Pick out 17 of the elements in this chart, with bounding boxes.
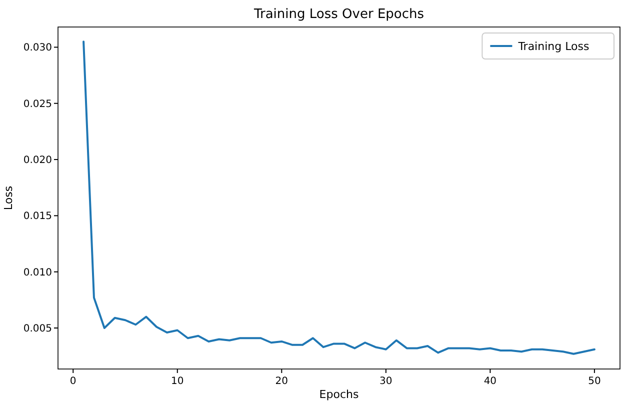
x-tick-label: 0	[70, 376, 76, 387]
x-tick-label: 20	[275, 376, 288, 387]
y-tick-label: 0.015	[23, 211, 52, 222]
line-series	[82, 40, 596, 355]
x-tick-label: 10	[171, 376, 184, 387]
x-tick-label: 50	[588, 376, 601, 387]
x-axis-title: Epochs	[319, 388, 359, 401]
y-tick-label: 0.005	[23, 324, 52, 335]
y-tick-label: 0.020	[23, 155, 52, 166]
y-tick-label: 0.025	[23, 98, 52, 110]
y-tick-label: 0.010	[23, 267, 52, 278]
x-tick-label: 40	[484, 376, 497, 387]
y-tick-label: 0.030	[23, 42, 52, 54]
chart-title: Training Loss Over Epochs	[252, 7, 424, 22]
legend-label: Training Loss	[517, 40, 590, 53]
y-axis-title: Loss	[2, 186, 15, 210]
x-tick-label: 30	[380, 376, 392, 387]
